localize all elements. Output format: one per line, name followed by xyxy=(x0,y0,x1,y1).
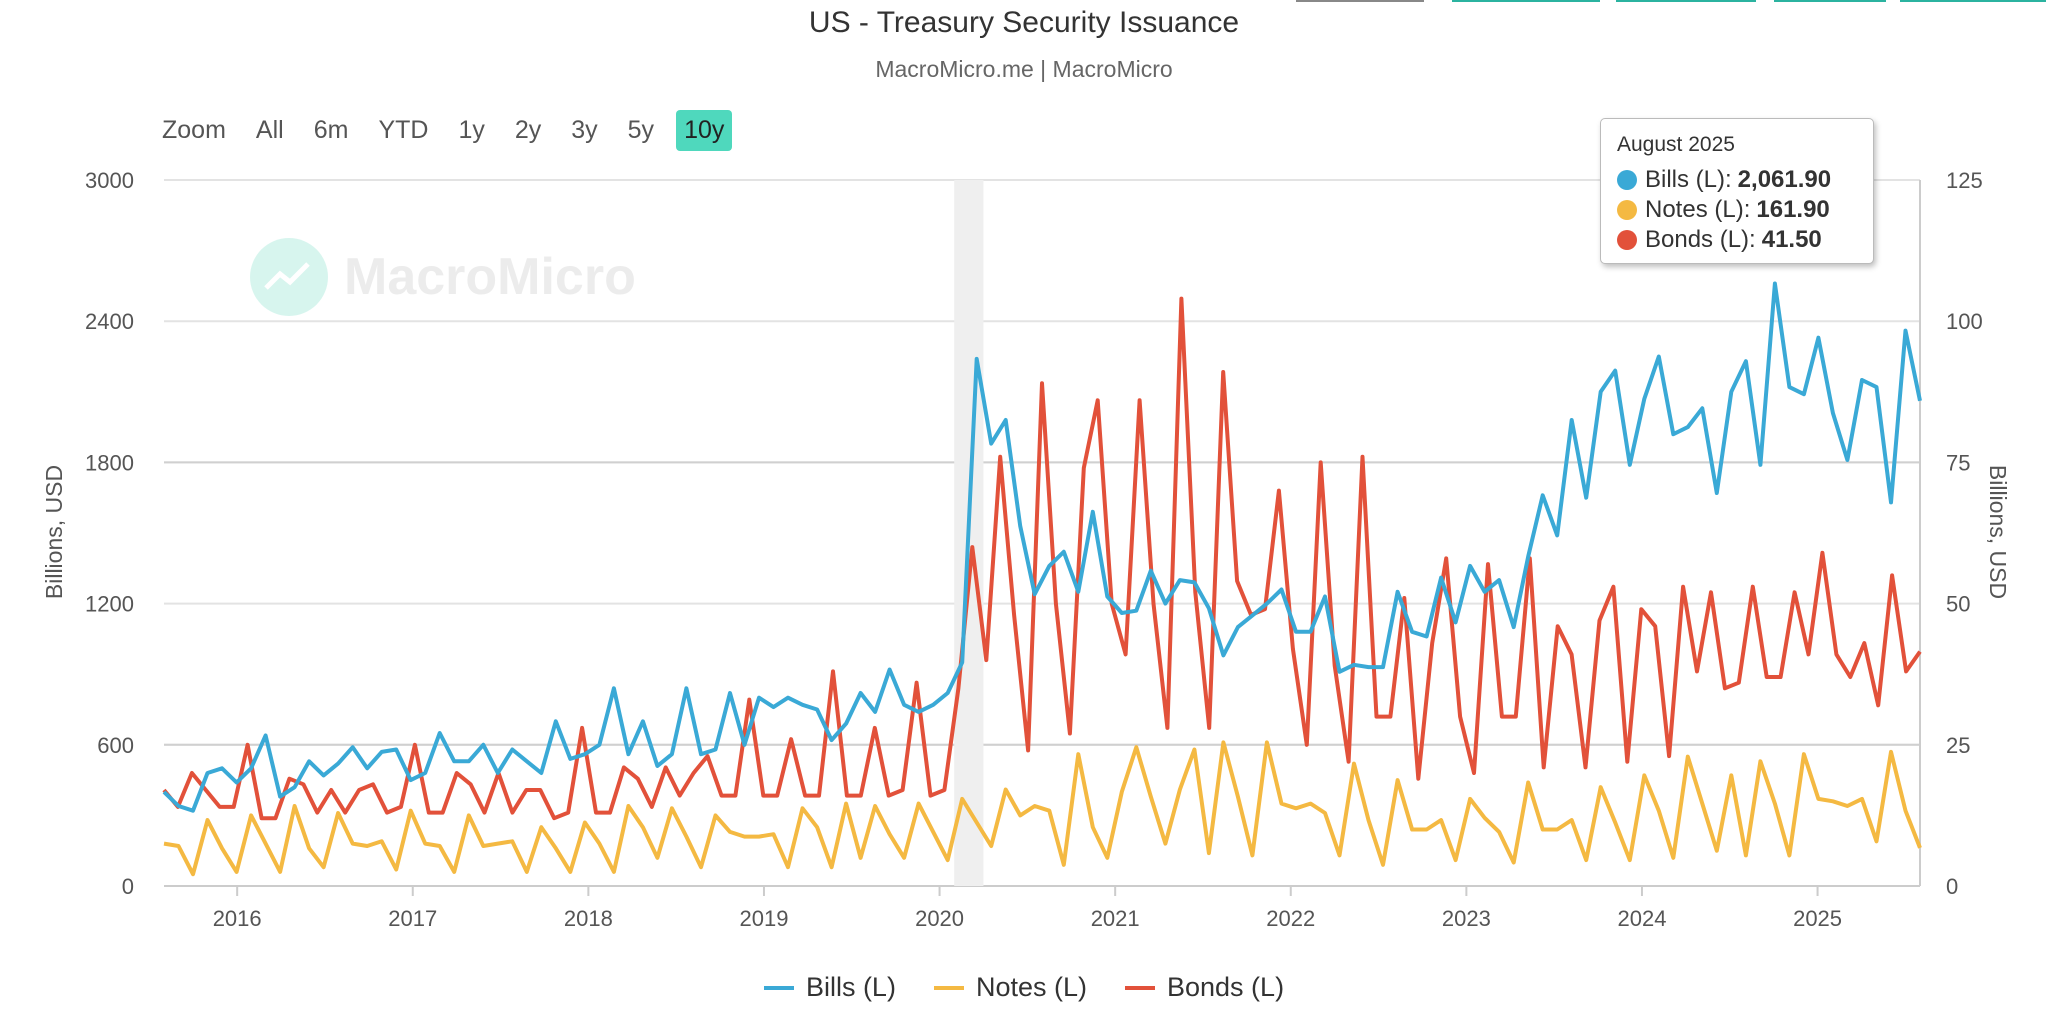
tooltip-row-notes: Notes (L): 161.90 xyxy=(1617,195,1830,225)
legend-item-notes[interactable]: Notes (L) xyxy=(933,972,1087,1003)
legend-label: Notes (L) xyxy=(975,972,1087,1002)
bonds-dot-icon xyxy=(1617,230,1637,250)
range-button-2y[interactable]: 2y xyxy=(514,115,542,144)
bills-dot-icon xyxy=(1617,170,1637,190)
x-tick-label: 2022 xyxy=(1266,906,1315,931)
range-button-ytd[interactable]: YTD xyxy=(378,115,429,144)
y-right-tick-label: 25 xyxy=(1946,733,1970,758)
notes-line-icon xyxy=(933,985,964,990)
tooltip-row-bills: Bills (L): 2,061.90 xyxy=(1617,165,1831,195)
grid-lines xyxy=(164,179,1921,887)
x-tick-label: 2020 xyxy=(915,906,964,931)
watermark-logo: MacroMicro xyxy=(250,238,636,316)
tooltip-value: 41.50 xyxy=(1761,226,1822,253)
tooltip-label: Notes (L): xyxy=(1645,196,1751,223)
tooltip-label: Bills (L): xyxy=(1645,166,1732,193)
tooltip-date: August 2025 xyxy=(1617,133,1735,156)
x-tick-label: 2024 xyxy=(1617,906,1666,931)
legend-item-bills[interactable]: Bills (L) xyxy=(763,972,896,1003)
left-y-axis-title: Billions, USD xyxy=(41,465,67,599)
bonds-line-icon xyxy=(1125,985,1155,990)
chart-title: US - Treasury Security Issuance xyxy=(808,6,1240,39)
watermark-text: MacroMicro xyxy=(344,248,636,306)
range-button-5y[interactable]: 5y xyxy=(627,115,655,144)
right-y-axis-labels: 0 25 50 75 100 125 xyxy=(1946,168,1983,899)
tooltip-value: 2,061.90 xyxy=(1737,166,1832,193)
legend-label: Bills (L) xyxy=(805,972,896,1002)
legend: Bills (L) Notes (L) Bonds (L) xyxy=(0,972,2048,1003)
x-tick-label: 2017 xyxy=(388,906,437,931)
y-tick-label: 600 xyxy=(97,733,134,758)
range-button-10y[interactable]: 10y xyxy=(676,109,733,151)
y-right-tick-label: 50 xyxy=(1946,592,1970,617)
range-button-3y[interactable]: 3y xyxy=(571,115,598,144)
notes-line xyxy=(163,740,1922,877)
chart-subtitle: MacroMicro.me | MacroMicro xyxy=(875,56,1173,82)
bonds-line xyxy=(162,296,1922,821)
tooltip-value: 161.90 xyxy=(1756,196,1830,223)
x-tick-label: 2018 xyxy=(564,906,613,931)
y-tick-label: 1800 xyxy=(85,450,134,475)
range-button-1y[interactable]: 1y xyxy=(458,115,485,144)
zoom-label: Zoom xyxy=(162,115,226,144)
y-right-tick-label: 0 xyxy=(1946,874,1958,899)
x-tick-label: 2025 xyxy=(1793,906,1842,931)
x-tick-label: 2016 xyxy=(213,906,262,931)
y-tick-label: 2400 xyxy=(85,309,134,334)
range-button-all[interactable]: All xyxy=(255,115,284,144)
y-tick-label: 0 xyxy=(122,874,134,899)
x-tick-label: 2023 xyxy=(1442,906,1491,931)
y-right-tick-label: 100 xyxy=(1946,309,1983,334)
y-right-tick-label: 75 xyxy=(1946,450,1970,475)
right-y-axis-title: Billions, USD xyxy=(1985,465,2011,599)
y-right-tick-label: 125 xyxy=(1946,168,1983,193)
x-axis-labels: 2016 2017 2018 2019 2020 2021 2022 2023 2024 2025 xyxy=(213,886,1842,931)
legend-item-bonds[interactable]: Bonds (L) xyxy=(1125,972,1284,1003)
y-tick-label: 3000 xyxy=(85,168,134,193)
tooltip: August 2025 Bills (L): 2,061.90 Notes (L… xyxy=(1600,118,1874,264)
bills-line xyxy=(162,281,1922,813)
legend-label: Bonds (L) xyxy=(1167,972,1285,1002)
tooltip-label: Bonds (L): xyxy=(1645,226,1756,253)
x-tick-label: 2021 xyxy=(1091,906,1140,931)
notes-dot-icon xyxy=(1617,200,1637,220)
y-tick-label: 1200 xyxy=(85,592,134,617)
series-lines xyxy=(162,281,1922,877)
x-tick-label: 2019 xyxy=(739,906,788,931)
range-button-6m[interactable]: 6m xyxy=(313,115,349,144)
bills-line-icon xyxy=(763,985,794,990)
macromicro-logo-icon xyxy=(250,238,328,316)
range-selector: Zoom All 6m YTD 1y 2y 3y 5y 10y xyxy=(162,108,746,152)
left-y-axis-labels: 0 600 1200 1800 2400 3000 xyxy=(85,168,134,899)
tooltip-row-bonds: Bonds (L): 41.50 xyxy=(1617,225,1822,255)
